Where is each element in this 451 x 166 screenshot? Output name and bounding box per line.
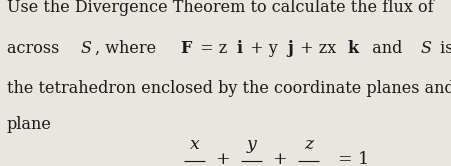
Text: plane: plane — [7, 117, 51, 133]
Text: Use the Divergence Theorem to calculate the flux of: Use the Divergence Theorem to calculate … — [7, 0, 437, 16]
Text: across: across — [7, 40, 64, 57]
Text: and: and — [361, 40, 406, 57]
Text: i: i — [236, 40, 242, 57]
Text: +: + — [215, 151, 230, 166]
Text: S: S — [420, 40, 431, 57]
Text: = z: = z — [195, 40, 227, 57]
Text: y: y — [246, 136, 256, 153]
Text: z: z — [303, 136, 312, 153]
Text: k: k — [347, 40, 358, 57]
Text: + zx: + zx — [294, 40, 335, 57]
Text: is the surface of: is the surface of — [434, 40, 451, 57]
Text: x: x — [189, 136, 199, 153]
Text: S: S — [81, 40, 92, 57]
Text: j: j — [286, 40, 292, 57]
Text: +: + — [272, 151, 286, 166]
Text: F: F — [180, 40, 192, 57]
Text: + y: + y — [244, 40, 277, 57]
Text: = 1: = 1 — [337, 151, 368, 166]
Text: the tetrahedron enclosed by the coordinate planes and the: the tetrahedron enclosed by the coordina… — [7, 80, 451, 97]
Text: , where: , where — [95, 40, 161, 57]
